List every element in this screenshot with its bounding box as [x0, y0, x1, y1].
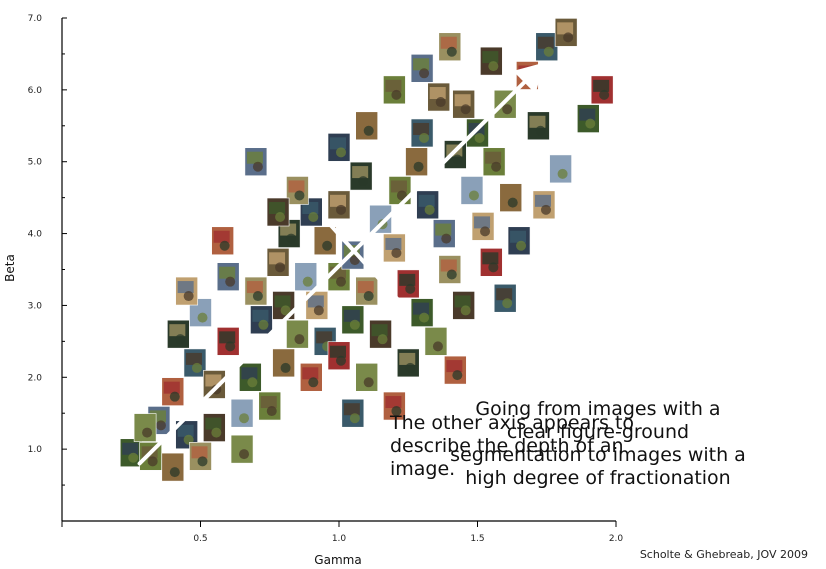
x-tick-label: 0.5	[193, 534, 207, 544]
thumbnail-point	[299, 362, 323, 392]
thumbnail-point	[327, 133, 351, 162]
thumbnail-point	[313, 226, 337, 256]
thumbnail-point	[432, 219, 456, 248]
thumbnail-point	[216, 327, 240, 356]
y-tick-label: 4.0	[28, 230, 43, 240]
thumbnail-point	[480, 248, 503, 277]
thumbnail-point	[452, 89, 475, 119]
thumbnail-point	[161, 377, 185, 406]
annotation-primary-axis: Going from images with a clear figure-gr…	[450, 398, 746, 489]
thumbnail-point	[549, 154, 572, 184]
y-tick-label: 7.0	[28, 14, 43, 24]
thumbnail-point	[277, 219, 301, 248]
thumbnail-point	[119, 438, 143, 468]
thumbnail-point	[427, 82, 451, 112]
thumbnail-point	[576, 104, 600, 133]
thumbnail-point	[355, 276, 379, 306]
annotation-secondary-axis: The other axis appears to describe the d…	[390, 412, 635, 480]
thumbnail-point	[175, 420, 198, 450]
thumbnail-point	[444, 355, 467, 385]
thumbnail-point	[535, 32, 559, 62]
thumbnail-point	[230, 398, 254, 428]
axes: 1.0 2.0 3.0 4.0 5.0 6.0 7.0 0.5 1.0 1.5 2.0	[28, 14, 624, 544]
citation-credit: Scholte & Ghebreab, JOV 2009	[639, 548, 808, 561]
x-tick-label: 2.0	[609, 534, 624, 544]
thumbnail-point	[244, 147, 268, 177]
thumbnail-point	[272, 348, 295, 378]
y-axis-title: Beta	[3, 254, 17, 282]
thumbnail-point	[383, 75, 406, 105]
thumbnail-point	[507, 226, 531, 256]
trend-arrows	[137, 62, 545, 466]
thumbnail-point	[424, 327, 448, 356]
thumbnail-point	[299, 197, 323, 227]
y-tick-label: 3.0	[28, 301, 43, 311]
thumbnail-point	[272, 291, 295, 320]
thumbnail-point	[211, 226, 234, 256]
thumbnail-point	[452, 291, 475, 320]
thumbnail-point	[527, 111, 550, 141]
thumbnail-point	[239, 362, 262, 392]
thumbnail-point	[410, 53, 434, 83]
thumbnail-point	[175, 276, 198, 306]
thumbnail-point	[369, 319, 392, 349]
thumbnail-point	[327, 341, 351, 371]
thumbnail-point	[250, 305, 273, 335]
thumbnail-point	[493, 283, 517, 313]
thumbnail-point	[230, 434, 254, 464]
thumbnail-point	[286, 176, 309, 205]
thumbnail-point	[369, 204, 392, 234]
thumbnail-point	[480, 46, 503, 76]
thumbnail-point	[499, 183, 523, 212]
thumbnail-point	[438, 32, 462, 62]
thumbnail-point	[383, 233, 406, 263]
y-tick-label: 1.0	[28, 445, 43, 455]
thumbnail-point	[294, 262, 318, 291]
thumbnail-point	[266, 248, 290, 277]
thumbnail-point	[532, 190, 556, 220]
thumbnail-point	[167, 319, 190, 349]
thumbnail-points	[119, 18, 614, 482]
thumbnail-point	[349, 161, 373, 191]
thumbnail-point	[383, 391, 406, 421]
thumbnail-point	[341, 305, 365, 335]
y-tick-label: 5.0	[28, 158, 43, 168]
thumbnail-point	[286, 319, 309, 349]
y-tick-label: 2.0	[28, 373, 43, 383]
secondary-axis-line	[323, 217, 402, 304]
thumbnail-point	[355, 362, 379, 392]
thumbnail-point	[405, 147, 428, 177]
thumbnail-point	[410, 298, 434, 327]
primary-axis-arrow	[137, 62, 545, 466]
thumbnail-point	[438, 255, 462, 284]
thumbnail-point	[133, 413, 157, 442]
thumbnail-point	[305, 291, 329, 320]
thumbnail-point	[203, 413, 226, 442]
thumbnail-point	[460, 176, 484, 205]
thumbnail-point	[471, 212, 495, 241]
thumbnail-point	[258, 391, 282, 421]
thumbnail-point	[341, 398, 365, 428]
thumbnail-point	[327, 190, 351, 220]
x-tick-label: 1.5	[470, 534, 484, 544]
thumbnail-point	[355, 111, 379, 141]
thumbnail-point	[590, 75, 614, 105]
thumbnail-point	[410, 118, 434, 148]
thumbnail-point	[266, 197, 290, 227]
thumbnail-point	[183, 348, 207, 378]
thumbnail-point	[216, 262, 240, 291]
thumbnail-point	[189, 298, 212, 327]
thumbnail-point	[189, 442, 212, 471]
thumbnail-point	[554, 18, 578, 47]
thumbnail-point	[244, 276, 268, 306]
thumbnail-point	[416, 190, 439, 220]
x-tick-label: 1.0	[332, 534, 347, 544]
thumbnail-point	[396, 269, 420, 299]
thumbnail-point	[396, 348, 420, 378]
x-axis-title: Gamma	[314, 553, 361, 567]
thumbnail-point	[161, 452, 185, 482]
y-tick-label: 6.0	[28, 86, 43, 96]
thumbnail-point	[482, 147, 506, 177]
